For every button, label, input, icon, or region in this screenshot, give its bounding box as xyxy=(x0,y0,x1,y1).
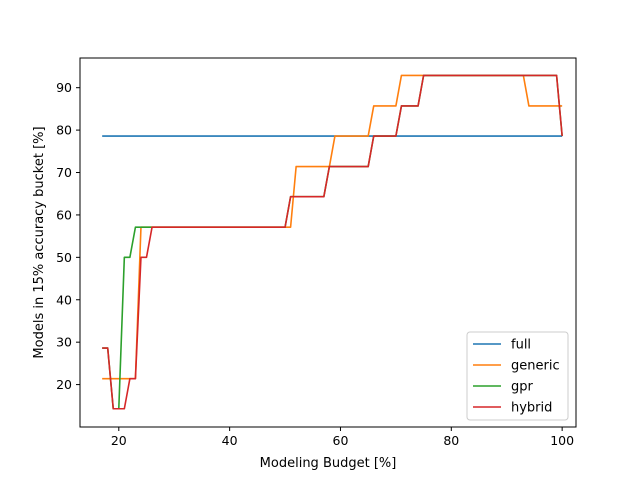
y-tick-label: 50 xyxy=(56,250,72,265)
legend-label-generic: generic xyxy=(511,359,560,374)
x-tick-label: 60 xyxy=(333,433,349,448)
y-tick-label: 80 xyxy=(56,123,72,138)
legend-label-gpr: gpr xyxy=(511,380,534,395)
y-tick-label: 60 xyxy=(56,207,72,222)
legend: full generic gpr hybrid xyxy=(466,331,569,421)
y-tick-label: 70 xyxy=(56,165,72,180)
ticks-layer: 20 40 60 80 100 20 30 40 50 60 70 80 90 xyxy=(56,80,574,448)
y-axis-label: Models in 15% accuracy bucket [%] xyxy=(32,126,47,358)
x-axis-label: Modeling Budget [%] xyxy=(260,456,397,471)
x-tick-label: 80 xyxy=(443,433,459,448)
x-tick-label: 100 xyxy=(550,433,574,448)
y-tick-label: 20 xyxy=(56,377,72,392)
axes-frame xyxy=(79,57,577,428)
x-tick-label: 40 xyxy=(222,433,238,448)
y-tick-label: 40 xyxy=(56,292,72,307)
y-tick-label: 30 xyxy=(56,335,72,350)
legend-label-hybrid: hybrid xyxy=(511,401,552,416)
series-line-hybrid xyxy=(102,74,563,410)
y-tick-label: 90 xyxy=(56,80,72,95)
legend-label-full: full xyxy=(511,338,531,353)
legend-box xyxy=(466,331,569,421)
x-tick-label: 20 xyxy=(111,433,127,448)
series-layer xyxy=(102,74,563,410)
